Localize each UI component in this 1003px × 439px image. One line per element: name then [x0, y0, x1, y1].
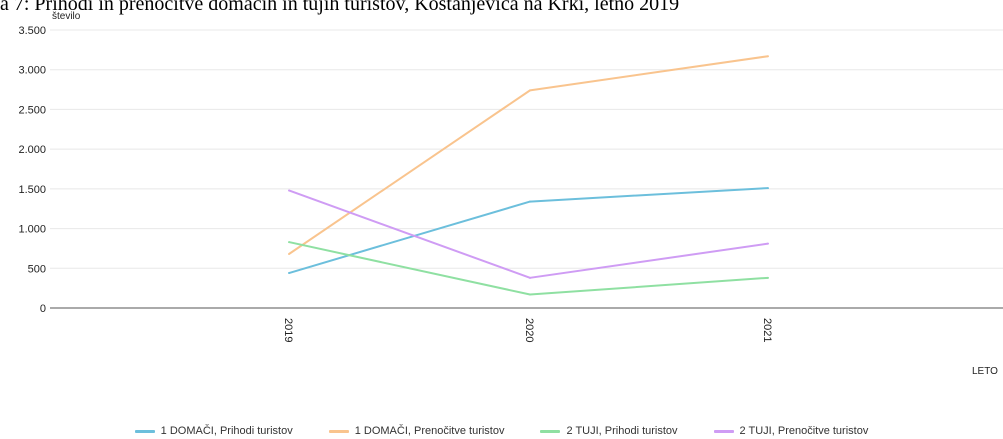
- grid-lines: [50, 29, 1003, 269]
- data-point: [767, 55, 769, 58]
- y-axis-label: število: [52, 11, 81, 22]
- y-tick-label: 500: [28, 263, 46, 275]
- x-tick-label: 2019: [282, 318, 294, 342]
- legend-label: 2 TUJI, Prenočitve turistov: [739, 425, 869, 437]
- series-lines: [288, 55, 769, 296]
- data-point: [288, 241, 290, 244]
- x-tick-label: 2020: [523, 318, 535, 342]
- legend: 1 DOMAČI, Prihodi turistov 1 DOMAČI, Pren…: [0, 425, 1003, 437]
- legend-swatch: [540, 429, 561, 433]
- legend-swatch: [134, 429, 155, 433]
- legend-swatch: [328, 429, 349, 433]
- axes: 0 500 1.000 1.500 2.000 2.500 3.000 3.500 2019 20…: [18, 25, 1003, 342]
- legend-item[interactable]: 2 TUJI, Prihodi turistov: [540, 425, 678, 437]
- y-tick-label: 1.500: [18, 184, 46, 196]
- legend-label: 1 DOMAČI, Prenočitve turistov: [354, 425, 505, 437]
- data-point: [288, 189, 290, 192]
- y-tick-label: 3.000: [18, 65, 46, 77]
- y-tick-label: 2.500: [18, 104, 46, 116]
- y-tick-label: 2.000: [18, 144, 46, 156]
- data-point: [529, 200, 531, 203]
- data-point: [767, 187, 769, 190]
- data-point: [529, 293, 531, 296]
- legend-swatch: [713, 429, 734, 433]
- legend-item[interactable]: 1 DOMAČI, Prenočitve turistov: [328, 425, 505, 437]
- data-point: [288, 272, 290, 275]
- legend-item[interactable]: 1 DOMAČI, Prihodi turistov: [134, 425, 293, 437]
- data-point: [767, 242, 769, 245]
- y-tick-label: 1.000: [18, 224, 46, 236]
- legend-item[interactable]: 2 TUJI, Prenočitve turistov: [713, 425, 869, 437]
- series-line: [288, 187, 769, 275]
- y-tick-label: 3.500: [18, 25, 46, 37]
- data-point: [767, 276, 769, 279]
- y-tick-label: 0: [40, 303, 46, 315]
- chart-title: a 7: Prihodi in prenočitve domačih in tu…: [0, 0, 680, 15]
- legend-label: 1 DOMAČI, Prihodi turistov: [160, 425, 293, 437]
- data-point: [529, 276, 531, 279]
- series-line: [288, 189, 769, 279]
- data-point: [288, 252, 290, 255]
- x-tick-label: 2021: [761, 318, 773, 342]
- legend-label: 2 TUJI, Prihodi turistov: [566, 425, 678, 437]
- x-axis-label: LETO: [972, 366, 998, 377]
- series-line: [288, 55, 769, 255]
- data-point: [529, 89, 531, 92]
